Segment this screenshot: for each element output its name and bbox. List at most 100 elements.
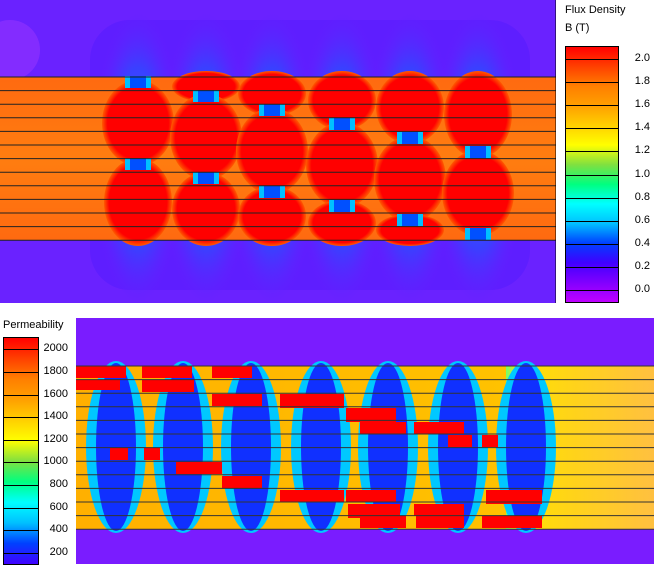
high-permeability-block	[486, 490, 542, 504]
air-gap	[198, 90, 214, 102]
lamination-lines	[0, 76, 556, 241]
flux-color-scale	[565, 46, 619, 303]
air-gap	[264, 104, 280, 116]
high-permeability-block	[348, 504, 400, 518]
flux-scale-label: 1.2	[634, 144, 650, 156]
permeability-scale-label: 2000	[43, 342, 68, 354]
panel-divider	[0, 305, 654, 315]
high-permeability-block	[76, 366, 126, 378]
high-permeability-block	[176, 462, 222, 474]
saturation-lobe	[170, 94, 242, 180]
high-permeability-block	[482, 435, 498, 447]
flux-scale-label: 0.4	[634, 237, 650, 249]
permeability-scale-label: 400	[49, 523, 68, 535]
flux-scale-tick	[566, 267, 618, 268]
flux-scale-label: 1.8	[634, 75, 650, 87]
flux-density-map	[0, 0, 556, 303]
permeability-legend: Permeability 2000 1800 1600 1400 1200 1000 800…	[0, 316, 76, 565]
lamination-lines	[76, 365, 654, 530]
flux-legend-title: Flux Density	[565, 4, 626, 16]
saturation-lobe	[238, 71, 306, 116]
flux-scale-tick	[566, 221, 618, 222]
flux-scale-label: 0.6	[634, 214, 650, 226]
high-permeability-block	[280, 490, 344, 502]
permeability-scale-tick	[4, 417, 38, 418]
corner-region	[0, 20, 40, 80]
saturation-lobe	[172, 71, 240, 102]
saturation-lobe	[308, 200, 376, 246]
permeability-scale-tick	[4, 395, 38, 396]
flux-legend-unit: B (T)	[565, 22, 590, 34]
low-permeability-lobe	[163, 363, 203, 531]
high-permeability-block	[414, 504, 464, 516]
permeability-legend-title: Permeability	[3, 319, 64, 331]
permeability-map	[76, 318, 654, 564]
saturation-lobe	[236, 108, 308, 194]
high-permeability-block	[482, 516, 542, 528]
high-permeability-block	[346, 408, 396, 422]
flux-scale-tick	[566, 198, 618, 199]
high-permeability-block	[360, 516, 406, 528]
flux-scale-tick	[566, 82, 618, 83]
permeability-scale-tick	[4, 372, 38, 373]
saturation-lobe	[104, 158, 172, 246]
flux-scale-tick	[566, 175, 618, 176]
flux-scale-label: 0.8	[634, 191, 650, 203]
permeability-scale-label: 1200	[43, 433, 68, 445]
saturation-lobe	[102, 80, 174, 166]
permeability-scale-label: 1000	[43, 455, 68, 467]
high-permeability-block	[360, 422, 406, 434]
permeability-scale-tick	[4, 440, 38, 441]
permeability-scale-label: 1800	[43, 365, 68, 377]
permeability-scale-label: 600	[49, 501, 68, 513]
air-gap	[130, 76, 146, 88]
air-gap	[130, 158, 146, 170]
flux-scale-tick	[566, 105, 618, 106]
air-gap	[470, 146, 486, 158]
permeability-scale-tick	[4, 462, 38, 463]
saturation-lobe	[306, 122, 378, 208]
high-permeability-block	[414, 422, 464, 434]
high-permeability-block	[76, 380, 120, 390]
high-permeability-block	[346, 490, 396, 502]
flux-scale-tick	[566, 151, 618, 152]
permeability-scale-tick	[4, 508, 38, 509]
air-gap	[402, 132, 418, 144]
saturation-lobe	[376, 71, 444, 144]
saturation-lobe	[442, 150, 514, 236]
flux-scale-label: 1.4	[634, 121, 650, 133]
high-permeability-block	[110, 448, 128, 460]
air-gap	[402, 214, 418, 226]
low-permeability-lobe	[96, 363, 136, 531]
saturation-lobe	[374, 136, 446, 222]
high-permeability-block	[142, 380, 194, 392]
air-gap	[264, 186, 280, 198]
high-permeability-block	[280, 394, 344, 408]
low-permeability-lobe	[231, 363, 271, 531]
saturation-lobe	[376, 214, 444, 246]
air-gaps	[125, 76, 491, 240]
permeability-scale-tick	[4, 485, 38, 486]
high-permeability-block	[222, 476, 262, 488]
flux-legend: Flux Density B (T) 2.0 1.8 1.6 1.4 1.2 1.0 0.8…	[558, 0, 654, 303]
flux-scale-tick	[566, 59, 618, 60]
air-gap	[198, 172, 214, 184]
air-gap	[334, 200, 350, 212]
low-permeability-lobe	[506, 363, 546, 531]
permeability-scale-label: 800	[49, 478, 68, 490]
high-permeability-block	[142, 366, 192, 378]
high-permeability-blocks	[76, 366, 542, 528]
flux-scale-label: 1.0	[634, 168, 650, 180]
high-permeability-block	[448, 435, 472, 447]
flux-scale-label: 1.6	[634, 98, 650, 110]
flux-scale-label: 2.0	[634, 52, 650, 64]
air-gap	[470, 228, 486, 240]
saturation-lobe	[172, 172, 240, 246]
saturation-lobe	[444, 71, 512, 158]
high-permeability-block	[212, 366, 252, 378]
air-gap	[334, 118, 350, 130]
high-permeability-block	[416, 516, 464, 528]
saturation-lobe	[308, 71, 376, 130]
permeability-scale-tick	[4, 530, 38, 531]
saturation-lobe	[238, 186, 306, 246]
